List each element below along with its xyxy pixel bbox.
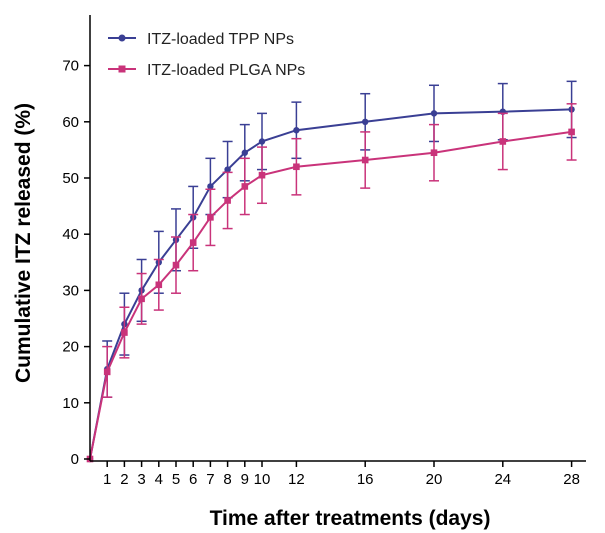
data-point [258,138,266,145]
series-line [89,108,572,460]
series-plga [86,103,577,463]
y-ticks: 0 10 20 30 40 50 60 70 [62,58,90,468]
x-tick-label: 7 [206,471,214,488]
x-tick-label: 20 [426,471,443,488]
y-tick-label: 10 [62,395,79,412]
plot-area [86,80,577,463]
x-ticks: 1 2 3 4 5 6 7 8 9 10 12 16 20 24 28 [103,461,580,488]
data-point [207,183,214,190]
data-point [568,128,575,136]
x-tick-label: 10 [254,471,271,488]
y-tick-label: 70 [62,58,79,75]
axes [89,15,586,462]
x-tick-label: 5 [172,471,180,488]
data-point [430,110,438,117]
data-point [121,329,128,336]
legend-label-tpp: ITZ-loaded TPP NPs [147,31,294,48]
data-point [172,261,180,269]
data-point [241,149,248,156]
y-tick-label: 0 [71,451,79,468]
y-tick-label: 30 [62,282,79,299]
data-point [207,214,214,221]
x-axis-title: Time after treatments (days) [210,507,491,530]
legend-marker-tpp [118,34,126,42]
legend-label-plga: ITZ-loaded PLGA NPs [147,62,305,79]
x-tick-label: 8 [223,471,231,488]
data-point [224,197,231,204]
x-tick-label: 4 [155,471,163,488]
data-point [155,281,163,289]
x-tick-label: 6 [189,471,197,488]
data-point [189,239,197,246]
legend-item-tpp: ITZ-loaded TPP NPs [108,31,294,48]
y-axis-title: Cumulative ITZ released (%) [12,103,35,383]
y-tick-label: 20 [62,339,79,356]
data-point [224,166,231,173]
x-tick-label: 1 [103,471,111,488]
data-point [430,149,438,157]
data-point [362,118,369,126]
y-tick-label: 60 [62,114,79,131]
data-point [499,138,507,145]
x-tick-label: 24 [494,471,511,488]
x-tick-label: 3 [137,471,145,488]
legend-marker-plga [118,65,126,73]
data-point [138,295,145,303]
series-line [89,130,572,460]
y-tick-label: 40 [62,226,79,243]
x-tick-label: 28 [563,471,580,488]
data-point [258,171,266,179]
data-point [293,127,300,134]
data-point [241,183,249,190]
data-point [361,156,369,164]
legend-item-plga: ITZ-loaded PLGA NPs [108,62,305,79]
x-tick-label: 9 [241,471,249,488]
legend: ITZ-loaded TPP NPs ITZ-loaded PLGA NPs [108,31,305,79]
y-tick-label: 50 [62,170,79,187]
data-point [293,163,300,171]
x-tick-label: 2 [120,471,128,488]
data-point [103,368,111,376]
x-tick-label: 16 [357,471,374,488]
x-tick-label: 12 [288,471,305,488]
